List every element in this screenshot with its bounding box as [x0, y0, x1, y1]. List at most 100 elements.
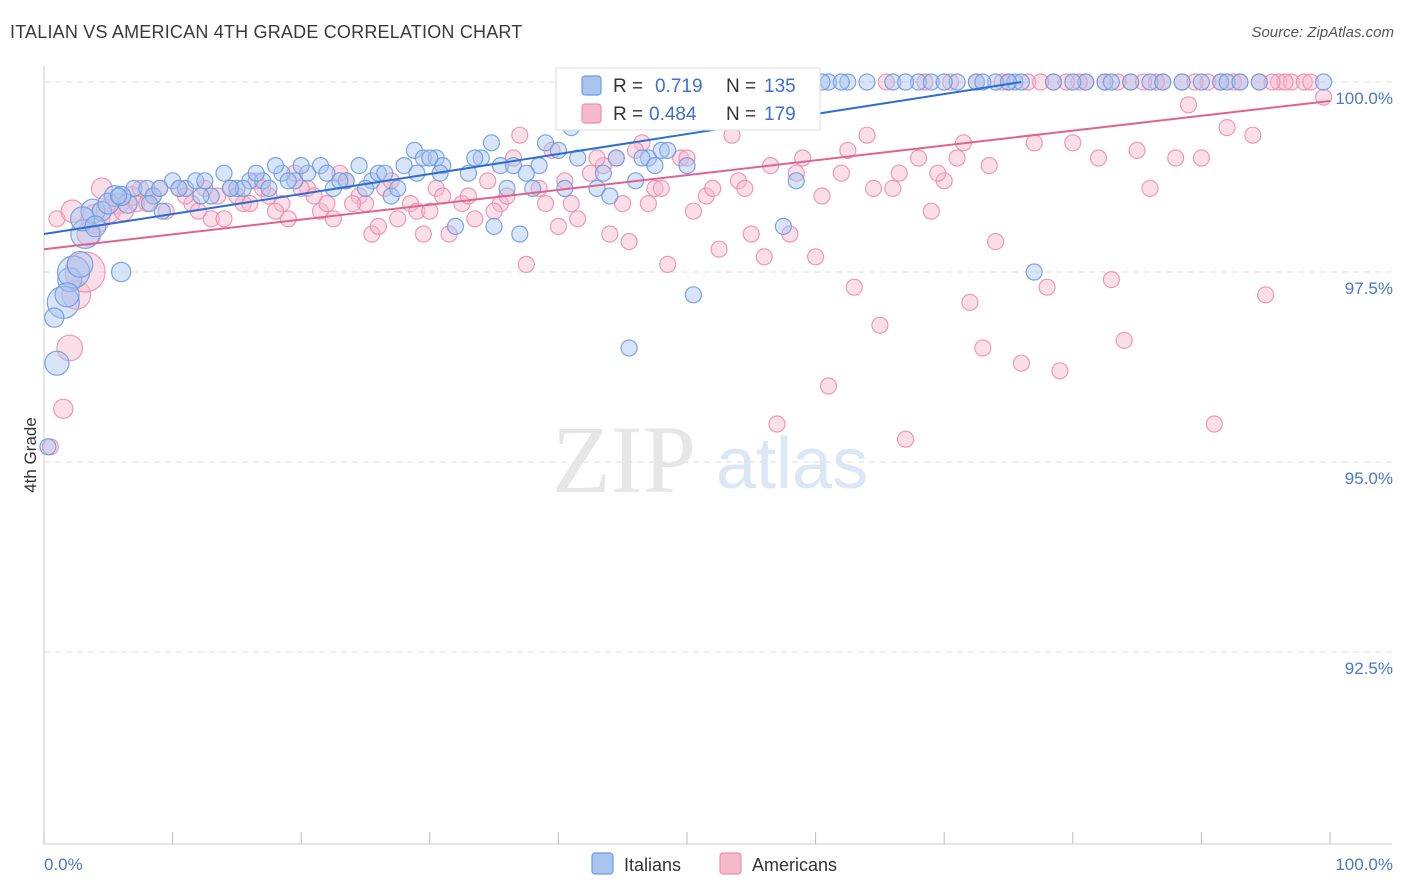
italian-point: [485, 217, 503, 235]
american-point: [1192, 149, 1211, 167]
american-point: [485, 202, 503, 220]
trendlines: [43, 81, 1331, 251]
bottom-legend-italians-label: Italians: [624, 855, 681, 875]
y-tick-label: 92.5%: [1345, 659, 1393, 678]
watermark: ZIP atlas: [552, 406, 868, 513]
italian-point: [1044, 73, 1063, 91]
italian-point: [337, 172, 355, 190]
american-point: [929, 164, 947, 182]
watermark-zip: ZIP: [552, 406, 696, 513]
italian-point: [896, 73, 915, 91]
italian-point: [247, 164, 265, 182]
american-point: [986, 233, 1005, 251]
italian-point: [350, 157, 368, 175]
italian-point: [536, 134, 555, 152]
american-point: [839, 141, 857, 159]
italian-point: [1096, 73, 1114, 91]
american-point: [562, 195, 580, 213]
american-point: [768, 415, 786, 433]
american-point: [1147, 73, 1166, 91]
american-point: [369, 217, 387, 235]
american-point: [922, 202, 940, 220]
american-point: [601, 225, 619, 243]
american-point: [794, 149, 812, 167]
american-point: [974, 339, 992, 357]
italian-point: [44, 307, 65, 328]
american-point: [1128, 141, 1146, 159]
italian-point: [935, 73, 953, 91]
italian-point: [228, 179, 246, 197]
chart-title: ITALIAN VS AMERICAN 4TH GRADE CORRELATIO…: [10, 22, 523, 42]
american-point: [864, 179, 883, 197]
italian-point: [652, 141, 670, 159]
legend-americans-r-label: R =: [613, 104, 643, 125]
american-point: [536, 195, 555, 213]
italian-point: [292, 157, 310, 175]
italian-point: [110, 261, 132, 283]
italian-point: [421, 149, 439, 167]
legend-americans-r-value: 0.484: [649, 104, 697, 125]
american-point: [659, 255, 677, 273]
italian-point: [839, 73, 857, 91]
american-point: [845, 278, 863, 296]
italian-point: [517, 164, 535, 182]
american-point: [389, 210, 407, 228]
italian-point: [511, 225, 529, 243]
american-point: [1012, 354, 1031, 372]
italian-point: [948, 73, 966, 91]
american-point: [1134, 73, 1153, 91]
legend-americans-swatch: [581, 103, 602, 124]
italian-point: [395, 157, 413, 175]
american-point: [511, 126, 529, 144]
american-point: [266, 202, 285, 220]
italian-point: [260, 179, 278, 197]
italian-point: [221, 179, 240, 197]
italian-point: [66, 250, 94, 278]
american-point: [588, 149, 606, 167]
american-point: [704, 179, 722, 197]
bottom-legend-italians-swatch: [591, 852, 614, 875]
american-point: [209, 187, 227, 205]
american-point: [1167, 149, 1185, 167]
italian-point: [151, 179, 169, 197]
italian-point: [974, 73, 992, 91]
american-point: [64, 251, 106, 293]
american-point: [710, 240, 728, 258]
american-point: [1244, 126, 1262, 144]
american-point: [652, 179, 670, 197]
italian-point: [69, 206, 96, 232]
american-point: [961, 293, 979, 311]
american-point: [1199, 73, 1217, 91]
gridlines: [44, 81, 1392, 653]
american-point: [1302, 73, 1320, 91]
american-point: [896, 430, 915, 448]
american-point: [755, 248, 773, 266]
american-point: [1102, 271, 1121, 289]
bottom-legend-americans-label: Americans: [752, 855, 837, 875]
american-point: [1282, 73, 1301, 91]
american-point: [1257, 286, 1275, 304]
american-point: [1269, 73, 1288, 91]
italian-point: [659, 141, 677, 159]
italian-point: [1025, 263, 1043, 281]
american-point: [1032, 73, 1050, 91]
legend-italians-n-value: 135: [764, 76, 796, 97]
italian-point: [279, 172, 297, 190]
y-tick-labels: 92.5% 95.0% 97.5% 100.0%: [1335, 89, 1393, 678]
american-point: [620, 233, 638, 251]
italian-point: [1064, 73, 1082, 91]
american-point: [614, 195, 632, 213]
american-point: [56, 334, 84, 362]
american-point: [941, 73, 960, 91]
italian-point: [633, 149, 651, 167]
italian-point: [1154, 73, 1172, 91]
italian-point: [922, 73, 940, 91]
italian-point: [140, 195, 159, 213]
american-point: [344, 195, 362, 213]
italian-point: [187, 172, 205, 190]
x-ticks: 0.0% 100.0%: [43, 832, 1393, 874]
american-point: [890, 164, 908, 182]
italian-point: [1012, 73, 1031, 91]
italian-point: [884, 73, 902, 91]
american-point: [421, 202, 439, 220]
